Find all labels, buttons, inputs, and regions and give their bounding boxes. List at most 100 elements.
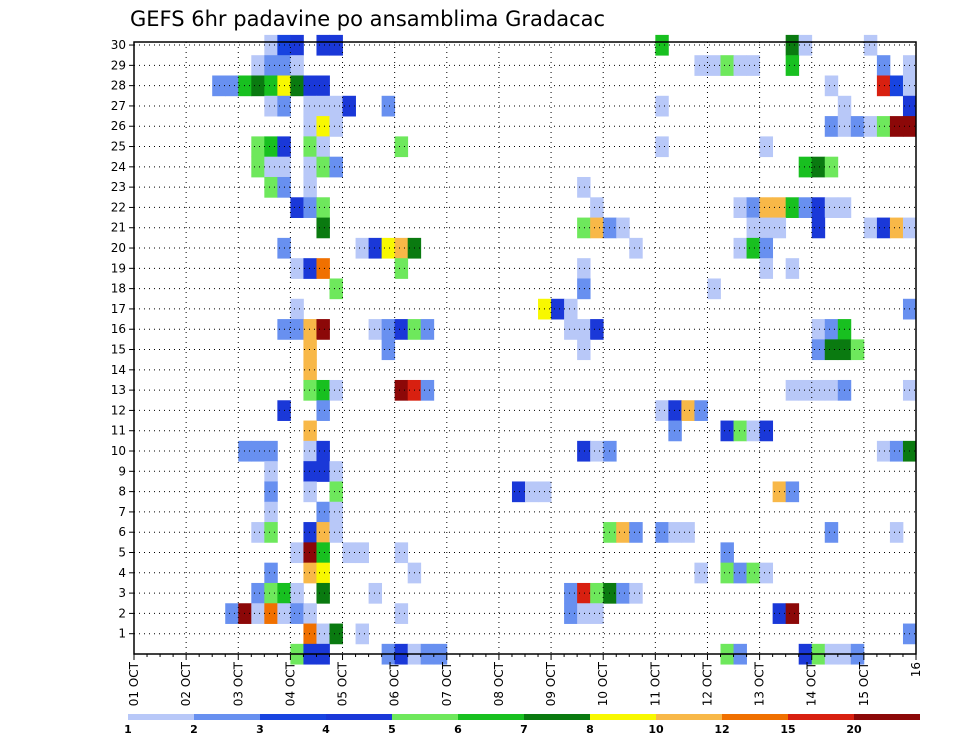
heatmap-cell [316, 542, 330, 564]
y-tick-label: 30 [111, 38, 126, 52]
plot-frame [133, 41, 917, 655]
heatmap-cell [303, 75, 317, 97]
y-tick-label: 10 [111, 444, 126, 458]
heatmap-cell [590, 217, 604, 239]
heatmap-cell [264, 176, 278, 198]
y-tick-label: 19 [111, 261, 126, 275]
heatmap-cell [368, 237, 383, 259]
heatmap-cell [746, 197, 760, 218]
heatmap-cell [681, 400, 695, 421]
y-tick-label: 12 [111, 403, 126, 417]
heatmap-cell [264, 136, 278, 158]
heatmap-cell [290, 319, 304, 340]
x-tick-label: 02 OCT [179, 661, 193, 706]
colorbar-label: 7 [520, 723, 528, 736]
heatmap-cell [264, 34, 278, 56]
heatmap-cell [316, 461, 330, 482]
x-tick-label: 13 OCT [753, 661, 767, 706]
heatmap-cell [329, 623, 343, 645]
x-tick-label: 06 OCT [388, 661, 402, 706]
heatmap-cells [212, 34, 917, 665]
y-axis-ticks: 1234567891011121314151617181920212223242… [111, 38, 134, 641]
heatmap-cell [316, 623, 330, 645]
heatmap-cell [251, 136, 265, 158]
x-tick-label: 15 OCT [857, 661, 871, 706]
heatmap-cell [290, 75, 304, 97]
heatmap-cell [824, 339, 839, 361]
heatmap-cell [590, 603, 604, 624]
heatmap-cell [329, 461, 343, 482]
heatmap-cell [655, 522, 669, 543]
heatmap-cell [811, 156, 826, 178]
y-tick-label: 22 [111, 200, 126, 214]
y-tick-label: 2 [118, 606, 126, 620]
colorbar-label: 10 [648, 723, 664, 736]
heatmap-cell [694, 55, 708, 76]
heatmap-cell [264, 440, 278, 462]
heatmap-cell [355, 542, 369, 564]
heatmap-cell [264, 522, 278, 543]
heatmap-cell [303, 522, 317, 543]
heatmap-cell [694, 562, 708, 584]
heatmap-cell [303, 562, 317, 584]
y-tick-label: 15 [111, 343, 126, 357]
heatmap-cell [290, 197, 304, 218]
heatmap-cell [264, 481, 278, 503]
dotted-grid [134, 42, 916, 654]
heatmap-cell [316, 522, 330, 543]
heatmap-cell [863, 217, 878, 239]
x-tick-label: 16 [909, 662, 923, 677]
heatmap-cell [759, 237, 774, 259]
heatmap-cell [290, 582, 304, 604]
y-tick-label: 28 [111, 79, 126, 93]
heatmap-cell [368, 319, 383, 340]
heatmap-cell [720, 55, 734, 76]
heatmap-cell [759, 420, 774, 442]
heatmap-cell [316, 319, 330, 340]
heatmap-cell [290, 603, 304, 624]
heatmap-cell [746, 562, 760, 584]
heatmap-cell [811, 339, 826, 361]
x-tick-label: 07 OCT [440, 661, 454, 706]
heatmap-cell [316, 34, 330, 56]
heatmap-cell [225, 603, 239, 624]
heatmap-cell [316, 562, 330, 584]
heatmap-cell [889, 116, 904, 137]
heatmap-cell [720, 562, 734, 584]
heatmap-cell [590, 197, 604, 218]
y-tick-label: 5 [118, 546, 126, 560]
heatmap-cell [511, 481, 526, 503]
colorbar-label: 5 [388, 723, 396, 736]
heatmap-cell [785, 481, 800, 503]
heatmap-cell [303, 481, 317, 503]
heatmap-cell [251, 522, 265, 543]
heatmap-cell [655, 400, 669, 421]
heatmap-cell [316, 258, 330, 279]
heatmap-cell [225, 75, 239, 97]
heatmap-cell [394, 136, 409, 158]
plot-border [133, 41, 917, 655]
heatmap-cell [577, 278, 591, 300]
heatmap-cell [616, 582, 630, 604]
x-tick-label: 10 OCT [596, 661, 610, 706]
colorbar-swatch [392, 714, 458, 720]
colorbar-label: 20 [846, 723, 862, 736]
heatmap-cell [316, 582, 330, 604]
colorbar-swatch [722, 714, 788, 720]
heatmap-cell [733, 55, 747, 76]
heatmap-cell [251, 603, 265, 624]
heatmap-cell [798, 197, 813, 218]
colorbar-label: 1 [124, 723, 132, 736]
heatmap-cell [329, 379, 343, 401]
heatmap-cell [824, 319, 839, 340]
y-tick-label: 25 [111, 140, 126, 154]
y-tick-label: 20 [111, 241, 126, 255]
heatmap-cell [303, 339, 317, 361]
heatmap-cell [303, 440, 317, 462]
colorbar-swatch [458, 714, 524, 720]
colorbar-swatch [128, 714, 194, 720]
colorbar-label: 3 [256, 723, 264, 736]
x-tick-label: 04 OCT [283, 661, 297, 706]
heatmap-cell [577, 339, 591, 361]
